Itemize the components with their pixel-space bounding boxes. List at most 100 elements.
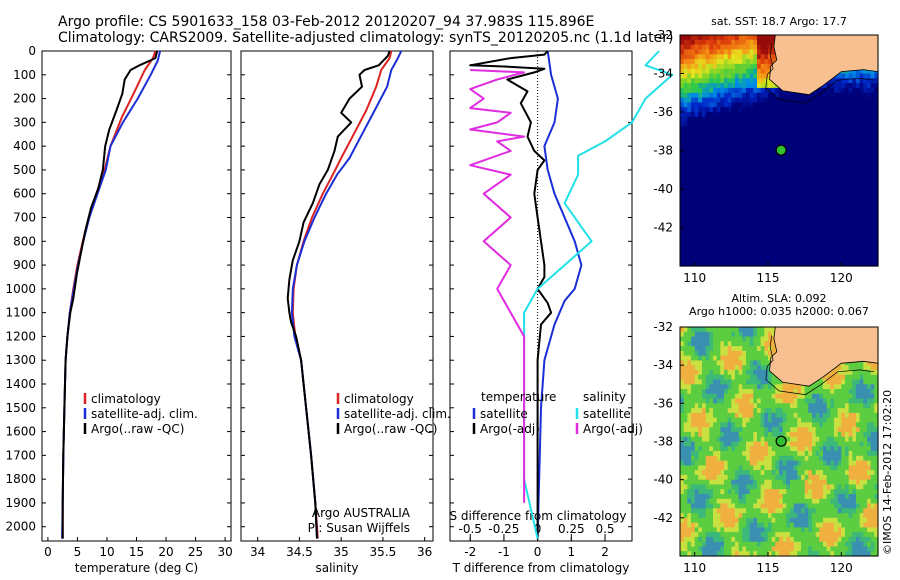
map-cell xyxy=(753,184,758,190)
map-cell xyxy=(867,208,872,214)
map-cell xyxy=(768,169,773,176)
map-cell xyxy=(782,398,787,404)
map-cell xyxy=(753,208,758,214)
map-cell xyxy=(859,92,864,99)
map-cell xyxy=(768,398,773,404)
map-cell xyxy=(837,126,842,132)
map-cell xyxy=(738,522,743,528)
map-cell xyxy=(841,417,846,423)
map-cell xyxy=(775,541,780,548)
map-cell xyxy=(808,116,813,123)
map-cell xyxy=(698,131,703,137)
map-cell xyxy=(852,184,857,190)
map-cell xyxy=(753,131,758,137)
map-cell xyxy=(826,208,831,214)
map-cell xyxy=(768,474,773,481)
map-cell xyxy=(793,479,798,486)
map-cell xyxy=(837,198,842,204)
map-cell xyxy=(731,336,736,342)
map-cell xyxy=(716,107,721,113)
map-cell xyxy=(775,169,780,176)
map-cell xyxy=(764,479,769,486)
map-cell xyxy=(819,532,824,538)
map-cell xyxy=(801,498,806,505)
map-cell xyxy=(742,393,747,400)
map-cell xyxy=(694,145,699,152)
map-cell xyxy=(764,193,769,200)
map-cell xyxy=(683,63,688,70)
map-cell xyxy=(771,116,776,123)
map-cell xyxy=(797,97,802,103)
map-cell xyxy=(804,384,809,390)
map-cell xyxy=(786,232,791,238)
map-cell xyxy=(705,227,710,233)
map-cell xyxy=(738,336,743,342)
map-cell xyxy=(691,551,696,557)
map-cell xyxy=(742,217,747,224)
map-cell xyxy=(764,508,769,514)
map-cell xyxy=(702,237,707,243)
map-cell xyxy=(768,179,773,185)
map-cell xyxy=(808,179,813,185)
map-cell xyxy=(760,503,765,509)
map-cell xyxy=(735,169,740,176)
map-cell xyxy=(702,241,707,248)
map-cell xyxy=(753,145,758,152)
map-cell xyxy=(727,389,732,395)
map-cell xyxy=(764,97,769,103)
map-cell xyxy=(786,513,791,519)
map-cell xyxy=(826,384,831,390)
map-cell xyxy=(724,474,729,481)
map-cell xyxy=(775,112,780,118)
map-cell xyxy=(859,155,864,161)
map-cell xyxy=(738,169,743,176)
map-cell xyxy=(834,136,839,142)
map-cell xyxy=(680,479,685,486)
map-cell xyxy=(727,541,732,548)
map-cell xyxy=(680,222,685,229)
map-cell xyxy=(830,92,835,99)
map-cell xyxy=(705,441,710,447)
map-cell xyxy=(727,155,732,161)
map-cell xyxy=(753,203,758,209)
map-cell xyxy=(698,331,703,338)
map-cell xyxy=(749,465,754,471)
map-cell xyxy=(764,455,769,462)
map-cell xyxy=(823,155,828,161)
map-cell xyxy=(702,107,707,113)
map-cell xyxy=(801,203,806,209)
map-cell xyxy=(768,369,773,376)
map-cell xyxy=(698,251,703,257)
map-cell xyxy=(702,112,707,118)
map-cell xyxy=(731,49,736,55)
map-cell xyxy=(830,369,835,376)
map-cell xyxy=(727,203,732,209)
map-cell xyxy=(819,436,824,443)
map-cell xyxy=(775,398,780,404)
y-tick-label: -40 xyxy=(653,182,673,196)
map-cell xyxy=(738,379,743,385)
map-cell xyxy=(845,97,850,103)
map-cell xyxy=(786,427,791,433)
map-cell xyxy=(823,150,828,156)
map-cell xyxy=(687,232,692,238)
map-cell xyxy=(768,246,773,253)
map-cell xyxy=(804,455,809,462)
map-cell xyxy=(724,465,729,471)
map-cell xyxy=(735,489,740,495)
map-cell xyxy=(702,126,707,132)
map-cell xyxy=(779,422,784,428)
map-cell xyxy=(691,169,696,176)
map-cell xyxy=(691,227,696,233)
map-cell xyxy=(716,527,721,533)
map-cell xyxy=(804,498,809,505)
map-cell xyxy=(709,213,714,219)
map-cell xyxy=(863,232,868,238)
map-cell xyxy=(705,112,710,118)
y-tick-label: 1200 xyxy=(5,329,36,343)
map-cell xyxy=(742,102,747,108)
map-cell xyxy=(786,484,791,490)
map-cell xyxy=(834,251,839,257)
map-cell xyxy=(687,87,692,94)
x-axis-label: salinity xyxy=(315,561,358,575)
